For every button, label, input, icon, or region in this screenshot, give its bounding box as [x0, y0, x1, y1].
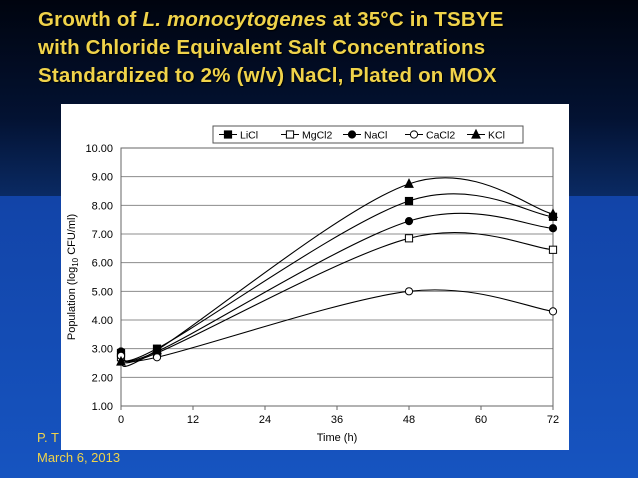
y-tick-label: 3.00: [92, 344, 113, 356]
data-point-kcl: [404, 178, 414, 188]
legend-marker-kcl: [471, 128, 481, 139]
title-species: L. monocytogenes: [142, 8, 327, 31]
plot-frame: [120, 147, 554, 407]
series-line-mgcl2: [120, 232, 554, 364]
data-point-nacl: [404, 217, 414, 226]
legend-box: [212, 125, 524, 144]
legend-marker-cacl2: [409, 130, 419, 139]
x-tick-label: 24: [259, 414, 271, 426]
data-point-kcl: [152, 344, 162, 355]
y-tick-label: 10.00: [85, 143, 113, 155]
data-point-mgcl2: [548, 245, 558, 254]
data-point-licl: [404, 196, 414, 206]
chart-panel: 1.00 2.00 3.00 4.00 5.00 6.00 7.00 8.00 9.00 10.0…: [61, 104, 569, 450]
legend-label: KCl: [488, 130, 505, 142]
data-point-cacl2: [548, 307, 558, 316]
x-tick-label: 60: [475, 414, 487, 426]
growth-chart: 1.00 2.00 3.00 4.00 5.00 6.00 7.00 8.00 9.00 10.0…: [66, 125, 559, 444]
legend-label: LiCl: [240, 130, 258, 142]
legend-label: NaCl: [364, 130, 387, 142]
x-tick-label: 48: [403, 414, 415, 426]
x-tick-label: 36: [331, 414, 343, 426]
x-tick-label: 72: [547, 414, 559, 426]
legend-label: CaCl2: [426, 130, 455, 142]
series-line-kcl: [120, 177, 554, 367]
title-text: at 35°C in TSBYE: [326, 8, 504, 31]
legend-marker-nacl: [347, 130, 357, 139]
x-tick-label: 12: [187, 414, 199, 426]
y-tick-label: 6.00: [92, 258, 113, 270]
footer-author: P. T: [37, 430, 59, 445]
y-tick-label: 1.00: [92, 401, 113, 413]
data-point-mgcl2: [404, 234, 414, 243]
x-axis-title: Time (h): [317, 432, 358, 444]
data-point-nacl: [548, 224, 558, 233]
data-point-cacl2: [152, 353, 162, 362]
y-axis-title: Population (log10 CFU/ml): [66, 214, 80, 340]
y-tick-label: 7.00: [92, 229, 113, 241]
title-line-1: Growth of L. monocytogenes at 35°C in TS…: [38, 6, 628, 34]
y-tick-label: 2.00: [92, 372, 113, 384]
title-line-3: Standardized to 2% (w/v) NaCl, Plated on…: [38, 64, 497, 87]
legend-marker-mgcl2: [285, 130, 295, 139]
x-tick-label: 0: [118, 414, 124, 426]
y-tick-label: 5.00: [92, 286, 113, 298]
legend-label: MgCl2: [302, 130, 333, 142]
footer-date: March 6, 2013: [37, 450, 121, 465]
series-line-nacl: [120, 212, 554, 362]
title-line-2: with Chloride Equivalent Salt Concentrat…: [38, 36, 486, 59]
slide-title: Growth of L. monocytogenes at 35°C in TS…: [38, 6, 628, 90]
title-text: Growth of: [38, 8, 143, 31]
y-tick-label: 8.00: [92, 200, 113, 212]
series-line-licl: [120, 193, 554, 362]
y-tick-label: 4.00: [92, 315, 113, 327]
data-point-kcl: [116, 355, 126, 366]
series-line-cacl2: [120, 289, 554, 363]
y-tick-label: 9.00: [92, 172, 113, 184]
legend-marker-licl: [223, 130, 233, 139]
data-point-kcl: [548, 208, 558, 219]
data-point-cacl2: [404, 287, 414, 296]
